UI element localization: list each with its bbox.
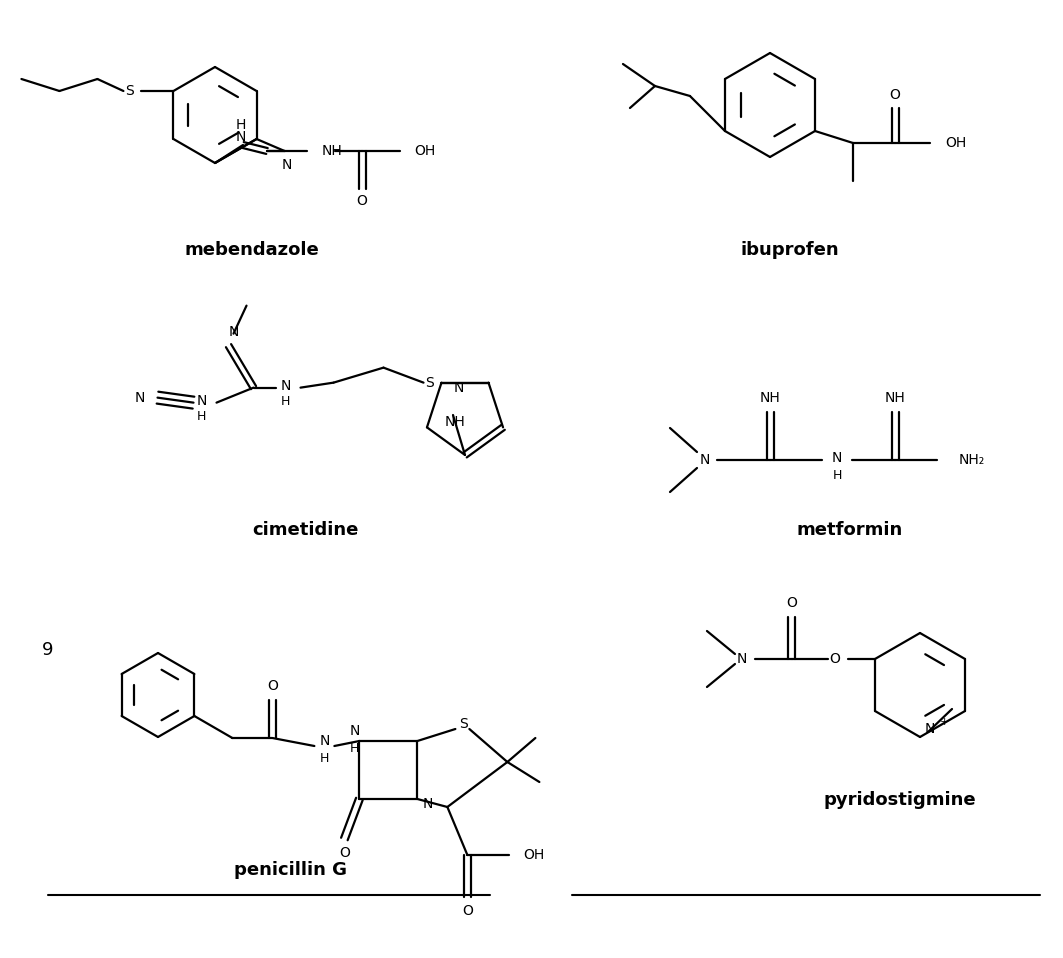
Text: H: H: [832, 468, 842, 482]
Text: 9: 9: [43, 641, 54, 659]
Text: N: N: [236, 130, 247, 144]
Text: S: S: [425, 376, 434, 390]
Text: NH: NH: [322, 144, 342, 158]
Text: OH: OH: [414, 144, 435, 158]
Text: metformin: metformin: [797, 521, 904, 539]
Text: penicillin G: penicillin G: [234, 861, 347, 879]
Text: O: O: [787, 596, 797, 610]
Text: H: H: [281, 395, 290, 408]
Text: NH: NH: [760, 391, 780, 405]
Text: NH₂: NH₂: [959, 453, 985, 467]
Text: NH: NH: [884, 391, 906, 405]
Text: N: N: [134, 391, 145, 404]
Text: pyridostigmine: pyridostigmine: [824, 791, 976, 809]
Text: cimetidine: cimetidine: [252, 521, 358, 539]
Text: H: H: [236, 118, 247, 132]
Text: ibuprofen: ibuprofen: [741, 241, 840, 259]
Text: OH: OH: [945, 136, 966, 150]
Text: O: O: [890, 88, 900, 102]
Text: O: O: [829, 652, 841, 666]
Text: H: H: [350, 741, 359, 755]
Text: NH: NH: [445, 416, 466, 429]
Text: O: O: [462, 904, 473, 918]
Text: mebendazole: mebendazole: [185, 241, 319, 259]
Text: N: N: [454, 380, 463, 395]
Text: H: H: [319, 751, 328, 764]
Text: N: N: [832, 451, 842, 465]
Text: +: +: [940, 717, 948, 727]
Text: N: N: [281, 378, 290, 393]
Text: N: N: [282, 158, 291, 172]
Text: O: O: [339, 846, 350, 860]
Text: N: N: [319, 734, 330, 748]
Text: H: H: [197, 410, 206, 423]
Text: N: N: [349, 724, 359, 738]
Text: S: S: [459, 717, 468, 731]
Text: N: N: [699, 453, 710, 467]
Text: OH: OH: [523, 848, 544, 862]
Text: N: N: [737, 652, 747, 666]
Text: O: O: [356, 194, 368, 208]
Text: N: N: [197, 394, 206, 408]
Text: N: N: [229, 325, 239, 338]
Text: N: N: [422, 797, 433, 811]
Text: N: N: [925, 722, 935, 736]
Text: O: O: [267, 679, 277, 693]
Text: S: S: [125, 84, 134, 98]
